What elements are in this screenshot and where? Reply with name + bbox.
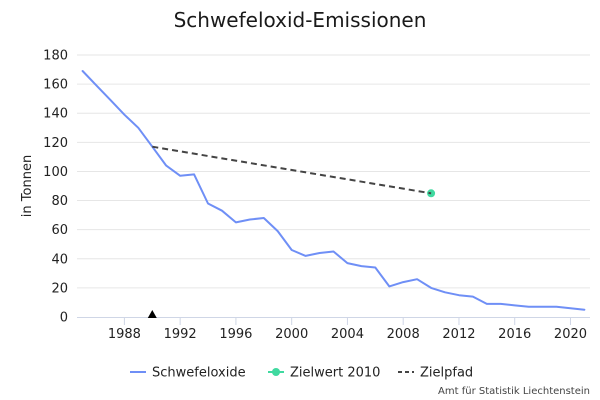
y-tick-label: 80 (51, 194, 68, 209)
y-tick-label: 20 (51, 281, 68, 296)
y-tick-label: 100 (43, 165, 68, 180)
series-line-schwefeloxide (81, 70, 586, 311)
source-credit: Amt für Statistik Liechtenstein (438, 386, 590, 397)
legend-label: Zielwert 2010 (290, 366, 380, 381)
triangle-marker-icon (147, 310, 157, 318)
y-axis-ticks: 0 20 40 60 80 100 120 140 160 180 (43, 49, 68, 326)
y-axis-title: in Tonnen (20, 155, 35, 217)
x-axis-ticks: 1988 1992 1996 2000 2004 2008 2012 2016 2020 (108, 317, 587, 342)
chart-title: Schwefeloxid-Emissionen (174, 8, 427, 32)
x-tick-label: 1992 (164, 327, 197, 342)
legend-item-zielwert-2010[interactable]: Zielwert 2010 (268, 366, 380, 381)
y-tick-label: 180 (43, 49, 68, 64)
y-tick-label: 140 (43, 107, 68, 122)
x-tick-label: 2020 (554, 327, 587, 342)
legend-swatch-point (272, 368, 280, 376)
legend-label: Schwefeloxide (152, 366, 246, 381)
series-line-zielpfad (152, 145, 432, 195)
x-tick-label: 1988 (108, 327, 141, 342)
x-tick-label: 2000 (275, 327, 308, 342)
x-tick-label: 2016 (498, 327, 531, 342)
plot-series (81, 70, 586, 318)
x-tick-label: 2008 (387, 327, 420, 342)
legend-item-schwefeloxide[interactable]: Schwefeloxide (130, 366, 246, 381)
y-tick-label: 160 (43, 78, 68, 93)
x-tick-label: 2012 (442, 327, 475, 342)
legend[interactable]: Schwefeloxide Zielwert 2010 Zielpfad (130, 366, 473, 381)
legend-item-zielpfad[interactable]: Zielpfad (398, 366, 473, 381)
y-tick-label: 40 (51, 252, 68, 267)
x-tick-label: 1996 (219, 327, 252, 342)
x-tick-label: 2004 (331, 327, 364, 342)
gridlines (77, 54, 590, 289)
y-tick-label: 0 (60, 311, 68, 326)
y-tick-label: 120 (43, 136, 68, 151)
legend-label: Zielpfad (420, 366, 473, 381)
y-tick-label: 60 (51, 223, 68, 238)
